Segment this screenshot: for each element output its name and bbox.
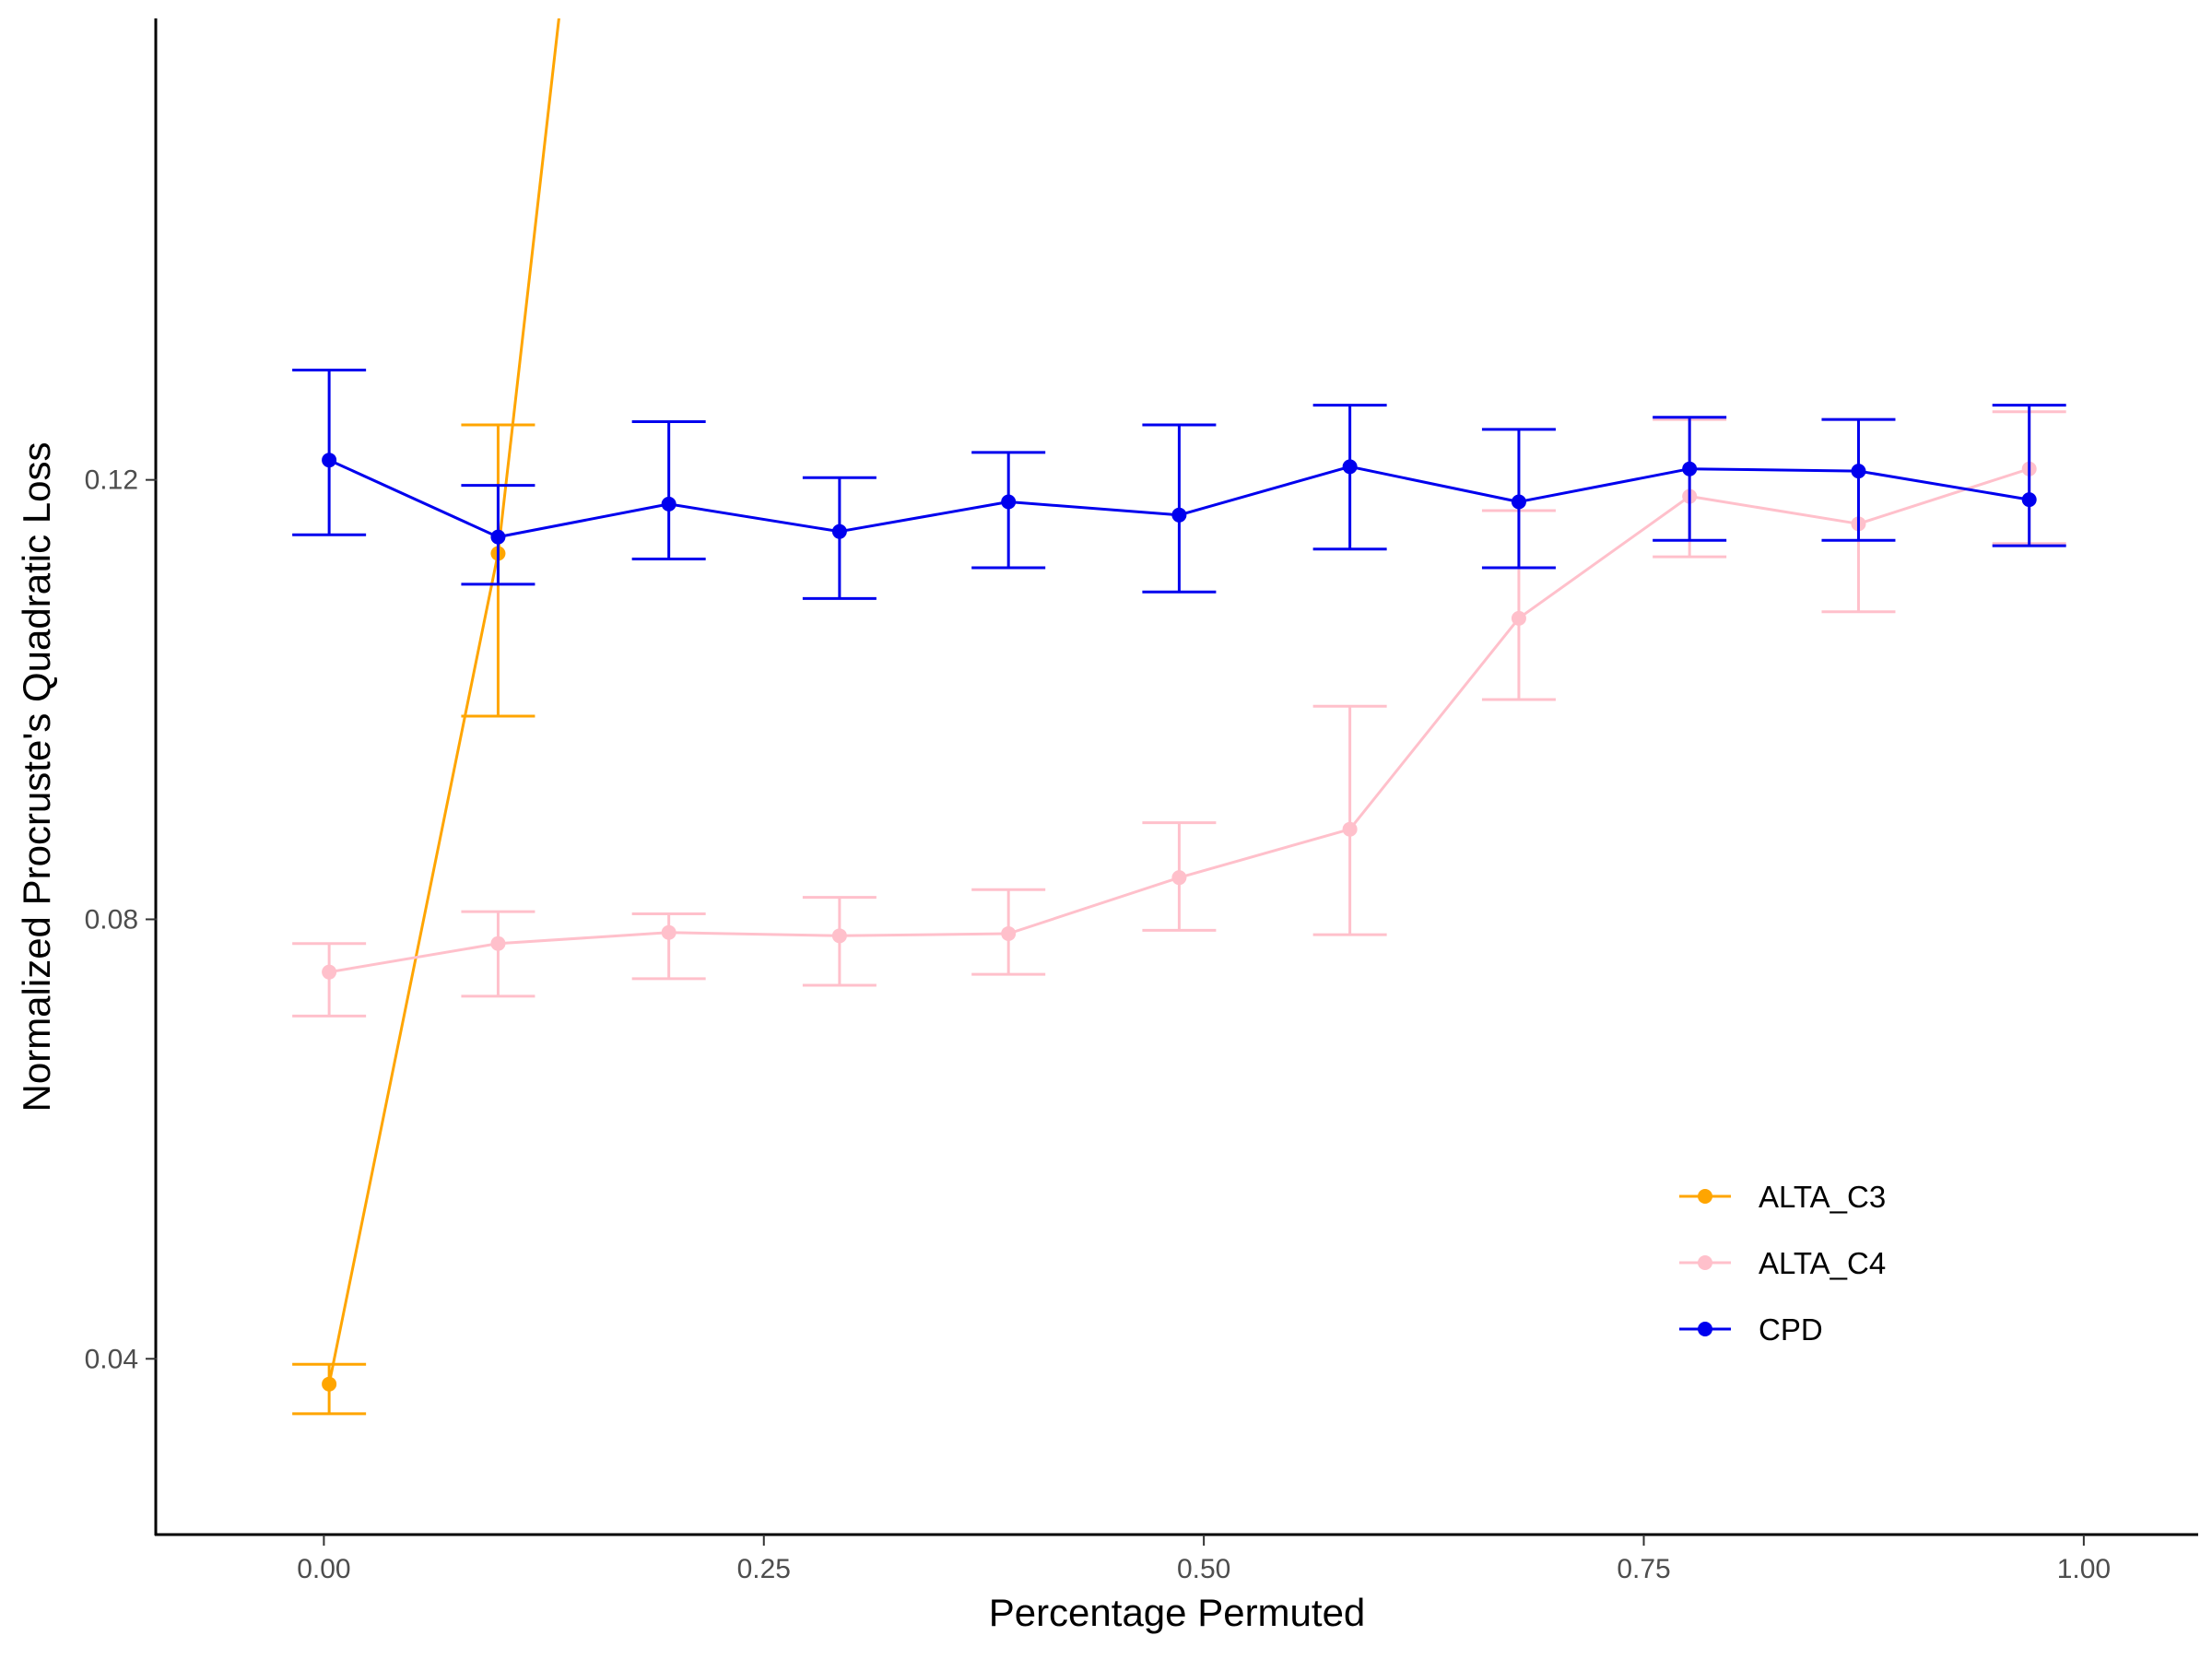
- data-point: [661, 924, 677, 940]
- x-tick-label: 0.75: [1617, 1554, 1670, 1584]
- legend-key-point: [1698, 1255, 1712, 1270]
- y-tick-label: 0.04: [85, 1344, 138, 1374]
- data-point: [1342, 821, 1358, 837]
- y-tick-label: 0.08: [85, 904, 138, 935]
- data-point: [831, 524, 847, 539]
- y-axis-title: Normalized Procruste's Quadratic Loss: [15, 442, 58, 1112]
- legend-label: ALTA_C4: [1759, 1246, 1886, 1280]
- data-point: [322, 1376, 337, 1392]
- x-tick-label: 0.25: [737, 1554, 791, 1584]
- legend: ALTA_C3 ALTA_C4 CPD: [1679, 1180, 1886, 1347]
- data-point: [1682, 461, 1698, 477]
- data-point: [1171, 870, 1187, 886]
- legend-item: ALTA_C4: [1679, 1246, 1886, 1280]
- data-point: [661, 496, 677, 512]
- data-point: [1001, 925, 1017, 941]
- data-point: [1342, 459, 1358, 475]
- data-point: [2021, 492, 2037, 508]
- legend-key-point: [1698, 1189, 1712, 1204]
- data-point: [1001, 494, 1017, 510]
- x-tick-label: 0.50: [1177, 1554, 1230, 1584]
- data-point: [1171, 507, 1187, 523]
- data-point: [831, 928, 847, 944]
- series-layer: [292, 18, 2066, 1416]
- legend-label: CPD: [1759, 1312, 1823, 1347]
- data-point: [1511, 494, 1526, 510]
- data-point: [1511, 610, 1526, 626]
- data-point: [1851, 464, 1866, 479]
- legend-key-point: [1698, 1322, 1712, 1336]
- x-tick-label: 0.00: [297, 1554, 350, 1584]
- data-point: [490, 529, 506, 545]
- y-ticks: 0.04 0.08 0.12: [85, 465, 157, 1374]
- legend-label: ALTA_C3: [1759, 1180, 1886, 1214]
- y-tick-label: 0.12: [85, 465, 138, 496]
- x-ticks: 0.00 0.25 0.50 0.75 1.00: [297, 1535, 2111, 1584]
- x-axis-title: Percentage Permuted: [989, 1591, 1366, 1634]
- data-point: [322, 453, 337, 468]
- data-point: [322, 964, 337, 980]
- data-point: [490, 935, 506, 951]
- x-tick-label: 1.00: [2057, 1554, 2111, 1584]
- series-cpd: [292, 368, 2066, 600]
- legend-item: ALTA_C3: [1679, 1180, 1886, 1214]
- legend-item: CPD: [1679, 1312, 1823, 1347]
